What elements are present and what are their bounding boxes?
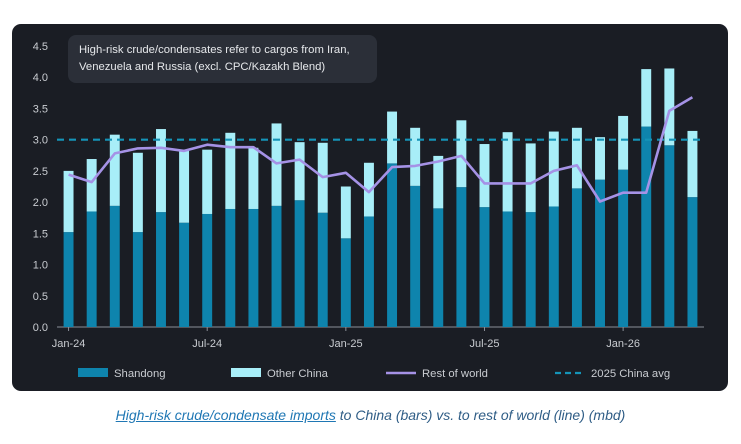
y-tick-label: 3.0 [33,135,48,147]
other-china-bar [641,69,652,127]
chart-caption: High-risk crude/condensate imports to Ch… [0,407,741,423]
chart-svg: 0.0 0.5 1.0 1.5 2.0 2.5 3.0 3.5 4.0 4.5 Jan-24 Jul-… [33,35,704,380]
y-tick-label: 4.5 [33,41,48,53]
x-tick-label: Jan-25 [329,338,363,350]
caption-text: to China (bars) vs. to rest of world (li… [335,407,626,423]
x-tick-label: Jul-24 [192,338,222,350]
other-china-bar [225,132,236,209]
annotation-text: Venezuela and Russia (excl. CPC/Kazakh B… [79,61,325,73]
other-china-bar [387,111,398,164]
shandong-bar [456,187,467,327]
other-china-bar [548,131,559,207]
y-tick-label: 2.0 [33,197,48,209]
y-tick-label: 1.5 [33,228,48,240]
shandong-bar [271,205,282,327]
annotation-box [68,35,377,83]
legend-label: Rest of world [422,368,488,380]
other-china-bar [410,127,421,186]
shandong-bar [109,205,120,327]
y-tick-label: 4.0 [33,72,48,84]
other-china-bar [156,129,166,213]
rest-of-world-line [68,96,694,203]
y-tick-label: 2.5 [33,166,48,178]
shandong-bar [86,211,97,327]
legend-swatch [78,368,108,377]
other-china-bar [63,170,74,233]
other-china-bar [433,155,444,209]
other-china-bar [340,186,351,239]
shandong-bar [502,211,513,327]
shandong-bar [156,212,166,327]
other-china-bar [294,142,305,201]
y-tick-label: 3.5 [33,103,48,115]
shandong-bar [248,208,259,327]
shandong-bar [548,206,559,327]
other-china-bar [571,127,582,189]
legend-swatch [231,368,261,377]
shandong-bar [641,126,652,327]
other-china-bar [687,130,698,198]
shandong-bar [525,212,536,327]
shandong-bar [294,200,305,327]
other-china-bar [109,134,120,206]
other-china-bar [664,68,675,146]
shandong-bar [479,207,490,327]
y-tick-label: 0.0 [33,322,48,334]
caption-link[interactable]: High-risk crude/condensate imports [115,407,336,423]
y-tick-label: 0.5 [33,291,48,303]
annotation-text: High-risk crude/condensates refer to car… [79,44,350,56]
shandong-bar [410,185,421,327]
shandong-bar [225,208,236,327]
other-china-bar [525,143,536,213]
shandong-bar [687,197,698,327]
x-tick-label: Jan-26 [606,338,640,350]
other-china-bar [248,147,259,209]
shandong-bar [340,238,351,327]
x-tick-label: Jul-25 [469,338,499,350]
shandong-bar [618,169,629,327]
other-china-bar [363,162,374,217]
other-china-bar [479,144,490,208]
shandong-bar [571,188,582,327]
other-china-bar [86,159,97,212]
other-china-bar [502,132,513,212]
shandong-bar [202,213,213,327]
shandong-bar [433,208,444,327]
legend-label: Other China [267,368,329,380]
y-tick-label: 1.0 [33,260,48,272]
shandong-bar [595,179,605,327]
shandong-bar [63,232,74,327]
legend-label: Shandong [114,368,166,380]
shandong-bar [387,163,398,327]
shandong-bar [363,216,374,327]
other-china-bar [618,115,629,170]
shandong-bar [179,222,190,327]
other-china-bar [595,137,605,180]
other-china-bar [202,149,213,214]
shandong-bar [664,145,675,327]
shandong-bar [317,212,328,327]
legend-label: 2025 China avg [591,368,670,380]
other-china-bar [179,149,190,223]
other-china-bar [132,152,143,233]
shandong-bar [132,232,143,327]
x-tick-label: Jan-24 [52,338,86,350]
chart-panel: 0.0 0.5 1.0 1.5 2.0 2.5 3.0 3.5 4.0 4.5 Jan-24 Jul-… [12,24,728,391]
other-china-bar [456,120,467,188]
